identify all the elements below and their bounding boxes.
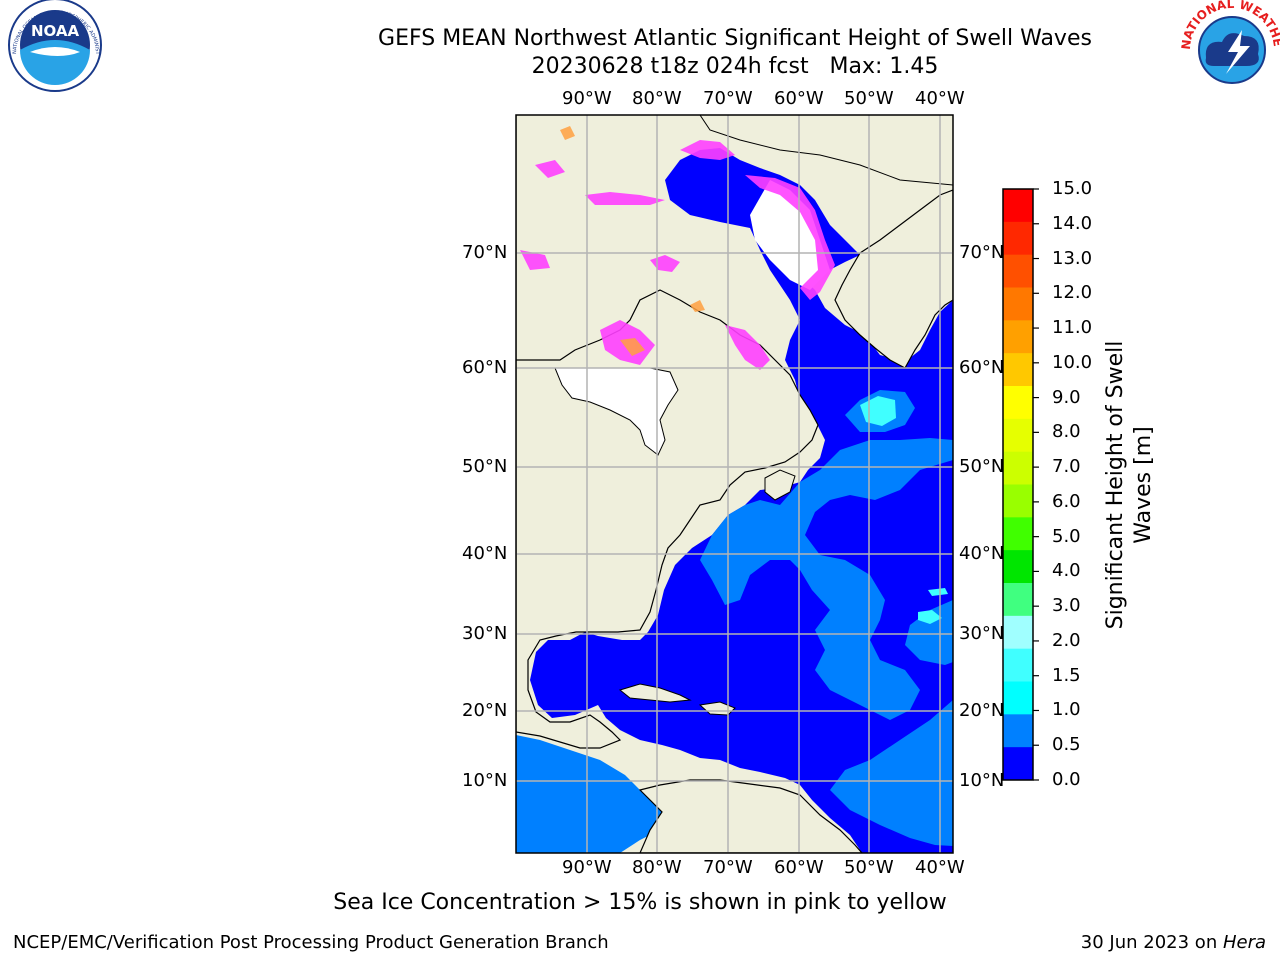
lat-label-left: 70°N [462,242,508,263]
north-america-land [516,115,819,749]
lat-label-right: 70°N [959,242,1005,263]
colorbar-tick-label: 4.0 [1052,560,1081,582]
colorbar-tick-label: 3.0 [1052,595,1081,617]
lon-label-bottom: 60°W [774,857,824,878]
colorbar-segment [1003,648,1033,682]
lon-label-top: 80°W [632,88,682,109]
sea-ice-orange [560,126,705,356]
colorbar-segment [1003,714,1033,748]
lon-label-top: 60°W [774,88,824,109]
lat-label-right: 40°N [959,543,1005,564]
ocean-mid-swell [700,438,953,720]
lat-label-left: 50°N [462,456,508,477]
colorbar-segment [1003,747,1033,781]
newfoundland [764,469,796,501]
south-america-land [638,779,863,853]
colorbar-segment [1003,386,1033,420]
chart-subtitle: 20230628 t18z 024h fcst Max: 1.45 [531,54,939,79]
lat-label-left: 10°N [462,770,508,791]
colorbar-tick-label: 10.0 [1052,351,1093,373]
colorbar-segment [1003,418,1033,453]
noaa-logo-icon: NOAA NATIONAL OCEANIC AND ATMOSPHERIC AD… [0,0,102,92]
lon-label-top: 90°W [562,88,612,109]
lon-label-bottom: 90°W [562,857,612,878]
greenland-land [834,189,953,369]
nws-ring-text: NATIONAL WEATHER SERVICE [0,0,1280,50]
lat-label-left: 20°N [462,700,508,721]
footer-date: 30 Jun 2023 on Hera [1080,932,1266,953]
colorbar-segment [1003,254,1033,288]
colorbar-tick-label: 2.0 [1052,629,1081,651]
lat-label-left: 60°N [462,357,508,378]
colorbar [1002,188,1039,781]
colorbar-segment [1003,550,1033,584]
colorbar-segment [1003,320,1033,354]
colorbar-tick-label: 14.0 [1052,212,1093,234]
lon-label-bottom: 50°W [844,857,894,878]
gridlines [516,115,953,853]
colorbar-segment [1003,221,1033,256]
lat-label-left: 30°N [462,623,508,644]
colorbar-tick-label: 1.0 [1052,699,1081,721]
colorbar-segment [1003,189,1033,223]
colorbar-tick-label: 8.0 [1052,421,1081,443]
colorbar-segment [1003,517,1033,551]
colorbar-tick-label: 5.0 [1052,525,1081,547]
colorbar-tick-label: 0.5 [1052,734,1081,756]
colorbar-segment [1003,287,1033,321]
noaa-logo-text: NOAA [31,22,80,40]
colorbar-tick-label: 12.0 [1052,282,1093,304]
lon-label-bottom: 40°W [915,857,965,878]
colorbar-tick-label: 0.0 [1052,769,1081,790]
colorbar-label: Significant Height of Swell Waves [m] [1103,340,1156,630]
colorbar-segment [1003,484,1033,518]
colorbar-tick-label: 1.5 [1052,664,1081,686]
lon-label-bottom: 80°W [632,857,682,878]
colorbar-segment [1003,451,1033,485]
nws-logo-icon: NATIONAL WEATHER SERVICE [0,0,1280,98]
colorbar-frame [1002,188,1034,781]
colorbar-tick-label: 9.0 [1052,386,1081,408]
lat-label-right: 60°N [959,357,1005,378]
lat-label-right: 50°N [959,456,1005,477]
colorbar-segment [1003,681,1033,715]
lon-label-top: 70°W [703,88,753,109]
svg-text:NATIONAL WEATHER SERVICE: NATIONAL WEATHER SERVICE [0,0,1280,50]
map-frame [515,114,954,854]
colorbar-tick-label: 6.0 [1052,490,1081,512]
colorbar-tick-label: 15.0 [1052,178,1093,199]
labrador-ice [750,180,830,290]
sea-ice-note: Sea Ice Concentration > 15% is shown in … [333,890,947,915]
chart-title: GEFS MEAN Northwest Atlantic Significant… [378,26,1092,51]
colorbar-tick-label: 13.0 [1052,247,1093,269]
map-area [516,115,953,853]
footer-credit: NCEP/EMC/Verification Post Processing Pr… [13,932,609,953]
lat-label-left: 40°N [462,543,508,564]
lat-label-right: 10°N [959,770,1005,791]
lat-label-right: 30°N [959,623,1005,644]
colorbar-segment [1003,353,1033,387]
colorbar-segment [1003,615,1033,650]
footer-host: Hera [1222,932,1266,953]
lon-label-top: 40°W [915,88,965,109]
lat-label-right: 20°N [959,700,1005,721]
lon-label-bottom: 70°W [703,857,753,878]
colorbar-tick-label: 7.0 [1052,456,1081,478]
cuba [618,683,692,703]
lon-label-top: 50°W [844,88,894,109]
colorbar-segment [1003,583,1033,617]
colorbar-tick-label: 11.0 [1052,317,1093,339]
greenland-north [699,115,953,186]
